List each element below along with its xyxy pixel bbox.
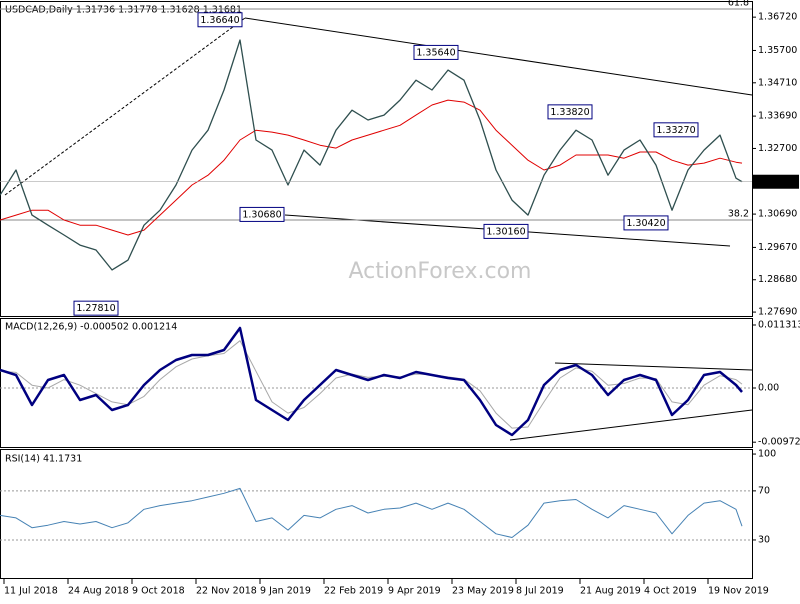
price-annotation-box [413, 44, 459, 60]
x-tick-label: 19 Nov 2019 [708, 586, 769, 597]
x-tick-label: 8 Jul 2019 [516, 586, 564, 597]
y-tick-label: 1.29670 [758, 242, 797, 253]
series-line [0, 39, 743, 271]
x-tick-label: 24 Aug 2018 [68, 586, 129, 597]
x-tick-label: 9 Jan 2019 [260, 586, 311, 597]
macd-panel [0, 318, 753, 448]
fib-label: 38.2 [728, 208, 749, 219]
price-annotation-box [239, 206, 285, 222]
price-annotation-box [197, 12, 243, 28]
chart-title: USDCAD,Daily 1.31736 1.31778 1.31628 1.3… [5, 5, 242, 16]
price-annotation: 1.30420 [626, 218, 665, 229]
price-tag-box [753, 174, 799, 189]
y-tick-label: 0.011313 [758, 319, 800, 330]
watermark: ActionForex.com [349, 259, 532, 284]
price-annotation-box [73, 300, 119, 316]
x-tick-label: 22 Feb 2019 [324, 586, 383, 597]
main-panel [0, 1, 753, 317]
price-annotation: 1.33270 [656, 125, 695, 136]
x-tick-label: 23 May 2019 [452, 586, 514, 597]
x-tick-label: 21 Aug 2019 [580, 586, 641, 597]
y-tick-label: 1.33690 [758, 111, 797, 122]
y-tick-label: 1.32700 [758, 143, 797, 154]
y-tick-label: 0.00 [758, 383, 779, 394]
y-tick-label: 30 [758, 534, 770, 545]
y-tick-label: 1.27690 [758, 307, 797, 318]
x-tick-label: 9 Oct 2018 [132, 586, 185, 597]
price-tag: 1.31681 [756, 177, 795, 188]
y-tick-label: 1.36720 [758, 12, 797, 23]
x-tick-label: 22 Nov 2018 [196, 586, 257, 597]
price-annotation: 1.30160 [486, 226, 525, 237]
price-annotation: 1.27810 [76, 303, 115, 314]
series-line [0, 326, 743, 437]
series-line [0, 487, 743, 538]
price-annotation: 1.33820 [550, 107, 589, 118]
trendline [244, 17, 753, 96]
rsi-panel [0, 449, 753, 579]
fib-label: 61.8 [728, 0, 749, 8]
y-tick-label: 70 [758, 485, 770, 496]
series-line [0, 99, 743, 236]
price-annotation: 1.35640 [416, 47, 455, 58]
y-tick-label: -0.009729 [758, 437, 800, 448]
price-annotation-box [483, 223, 529, 239]
price-annotation-box [623, 215, 669, 231]
price-annotation: 1.36640 [200, 15, 239, 26]
price-annotation: 1.30680 [242, 209, 281, 220]
y-tick-label: 100 [758, 449, 776, 460]
y-tick-label: 1.35700 [758, 45, 797, 56]
x-tick-label: 9 Apr 2019 [388, 586, 441, 597]
y-tick-label: 1.34710 [758, 77, 797, 88]
x-tick-label: 4 Oct 2019 [644, 586, 697, 597]
y-tick-label: 1.30690 [758, 209, 797, 220]
x-tick-label: 11 Jul 2018 [4, 586, 58, 597]
trendline [509, 409, 753, 441]
price-annotation-box [547, 104, 593, 120]
macd-title: MACD(12,26,9) -0.000502 0.001214 [5, 322, 177, 333]
price-annotation-box [653, 122, 699, 138]
trendline [554, 362, 753, 371]
rsi-title: RSI(14) 41.1731 [5, 454, 82, 465]
y-tick-label: 1.28680 [758, 274, 797, 285]
